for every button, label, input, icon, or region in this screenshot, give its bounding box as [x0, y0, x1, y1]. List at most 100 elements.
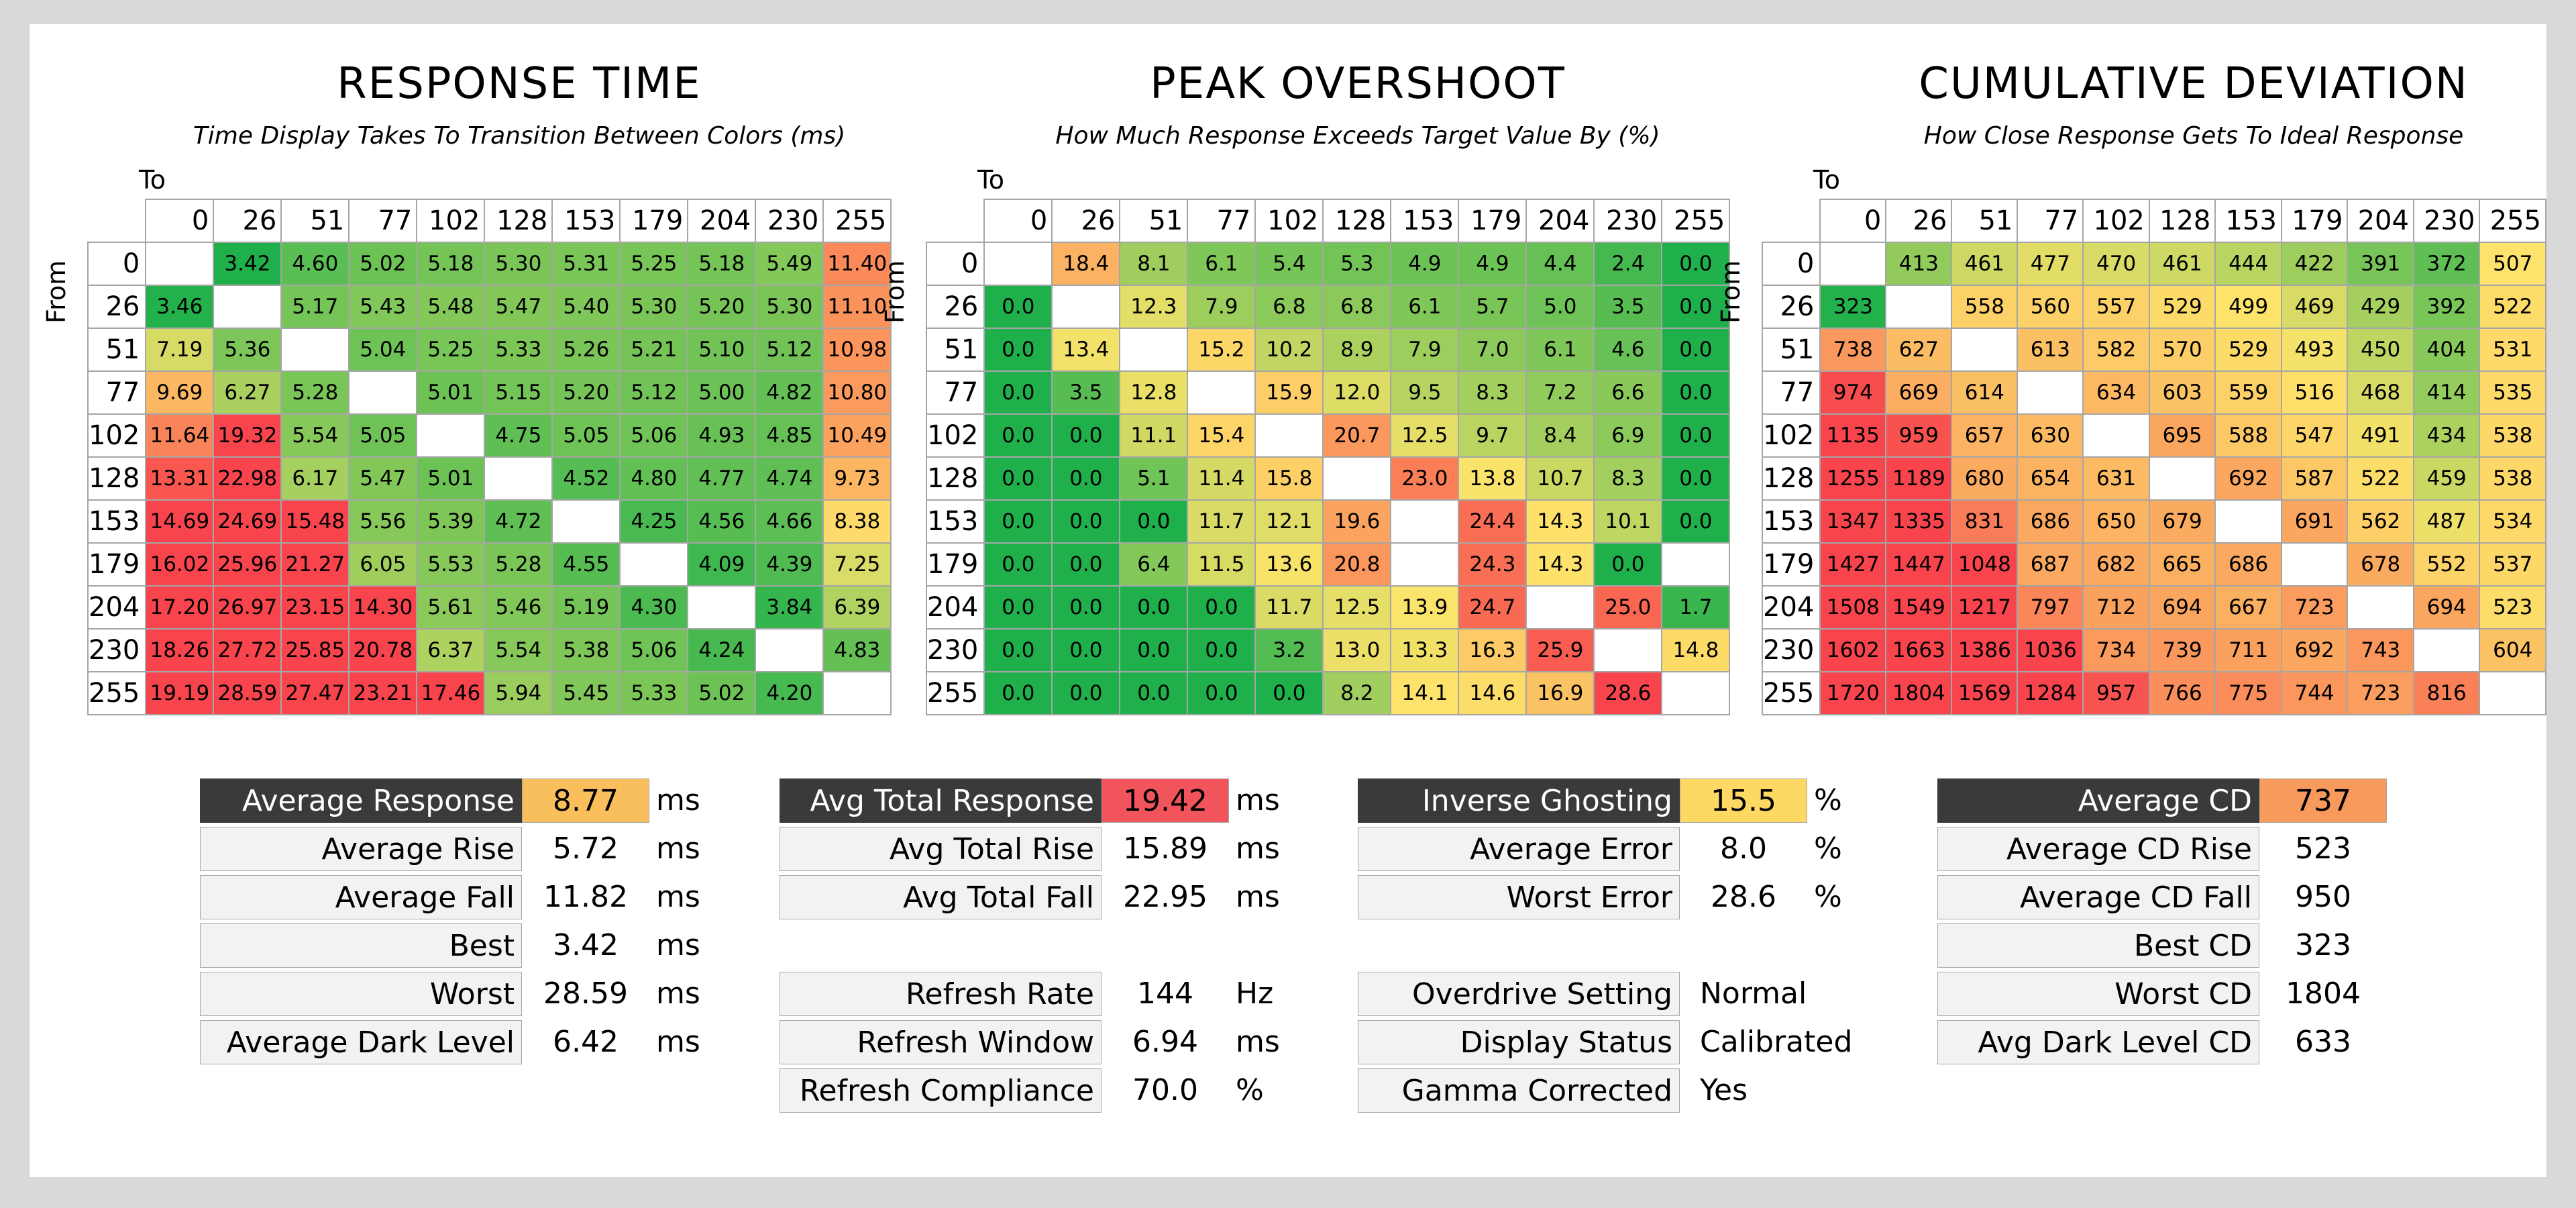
grid-cell: 634 — [2082, 370, 2150, 415]
grid-row: 255 1720 1804 1569 1284 957 766 775 744 723 816 — [1761, 671, 2546, 715]
grid-cell: 5.39 — [416, 499, 486, 544]
grid-cell: 682 — [2082, 542, 2150, 587]
grid-row: 230 0.0 0.0 0.0 0.0 3.2 13.0 13.3 16.3 25.9 14.8 — [925, 628, 1731, 672]
grid-row: 26 0.0 12.3 7.9 6.8 6.8 6.1 5.7 5.0 3.5 0.0 — [925, 285, 1731, 329]
grid-cell: 5.54 — [280, 413, 350, 458]
grid-cell: 4.60 — [280, 242, 350, 286]
grid-cell: 734 — [2082, 628, 2150, 672]
grid-cell: 1347 — [1819, 499, 1887, 544]
grid-cell: 13.9 — [1390, 585, 1460, 630]
grid-cell: 13.4 — [1051, 328, 1121, 372]
grid-cell: 4.09 — [687, 542, 757, 587]
grid-row: 179 16.02 25.96 21.27 6.05 5.53 5.28 4.55 4.09 4.… — [87, 542, 892, 587]
grid-cell: 6.4 — [1119, 542, 1189, 587]
grid-cell: 665 — [2148, 542, 2216, 587]
grid-row: 102 1135 959 657 630 695 588 547 491 434 538 — [1761, 413, 2546, 458]
grid-cell: 959 — [1885, 413, 1953, 458]
stat-row: Avg Total Fall 22.95 ms — [780, 875, 1283, 921]
row-header: 255 — [87, 671, 147, 715]
stat-label: Worst Error — [1358, 875, 1680, 919]
grid-cell: 691 — [2280, 499, 2349, 544]
stat-row: Average Error 8.0% — [1358, 827, 1861, 872]
row-header: 102 — [925, 413, 985, 458]
grid-cell: 0.0 — [983, 413, 1053, 458]
grid-cell: 4.4 — [1525, 242, 1595, 286]
grid-cell: 631 — [2082, 456, 2150, 501]
cumulative-deviation-subtitle: How Close Response Gets To Ideal Respons… — [1923, 122, 2464, 150]
column-header: 179 — [619, 199, 689, 243]
grid-cell: 0.0 — [1051, 585, 1121, 630]
grid-cell: 687 — [2017, 542, 2084, 587]
grid-cell: 459 — [2412, 456, 2481, 501]
grid-cell: 669 — [1885, 370, 1953, 415]
grid-cell: 507 — [2479, 242, 2546, 286]
stat-value: 323 — [2295, 928, 2351, 962]
grid-row: 77 9.69 6.27 5.28 5.01 5.15 5.20 5.12 5.00 4.82 10… — [87, 370, 892, 415]
grid-cell: 1663 — [1885, 628, 1953, 672]
stat-value: 950 — [2295, 880, 2351, 914]
grid-cell: 499 — [2214, 285, 2282, 329]
grid-cell: 0.0 — [1661, 242, 1731, 286]
grid-cell: 1284 — [2017, 671, 2084, 715]
grid-cell: 522 — [2347, 456, 2414, 501]
grid-cell — [2412, 628, 2481, 672]
grid-cell: 24.69 — [213, 499, 282, 544]
grid-cell: 534 — [2479, 499, 2546, 544]
grid-cell: 12.3 — [1119, 285, 1189, 329]
grid-cell — [1322, 456, 1392, 501]
grid-cell: 686 — [2214, 542, 2282, 587]
grid-cell: 5.21 — [619, 328, 689, 372]
grid-cell — [2148, 456, 2216, 501]
grid-cell — [145, 242, 215, 286]
grid-cell: 14.69 — [145, 499, 215, 544]
grid-cell: 712 — [2082, 585, 2150, 630]
grid-cell: 13.8 — [1458, 456, 1527, 501]
grid-cell: 5.04 — [348, 328, 418, 372]
grid-cell: 0.0 — [1661, 370, 1731, 415]
grid-cell: 17.20 — [145, 585, 215, 630]
grid-cell — [1885, 285, 1953, 329]
grid-cell: 8.38 — [822, 499, 892, 544]
stat-row: Average Dark Level 6.42 ms — [200, 1020, 703, 1066]
grid-cell: 5.7 — [1458, 285, 1527, 329]
grid-row: 0 3.42 4.60 5.02 5.18 5.30 5.31 5.25 5.18 5.49 11.… — [87, 242, 892, 286]
stat-row: Worst 28.59 ms — [200, 972, 703, 1017]
grid-row: 255 0.0 0.0 0.0 0.0 0.0 8.2 14.1 14.6 16.9 28.6 — [925, 671, 1731, 715]
grid-cell: 16.3 — [1458, 628, 1527, 672]
grid-cell: 0.0 — [1051, 671, 1121, 715]
grid-cell: 7.25 — [822, 542, 892, 587]
grid-cell: 7.2 — [1525, 370, 1595, 415]
stat-label: Average CD — [1937, 778, 2259, 823]
grid-cell: 5.30 — [484, 242, 553, 286]
stat-label: Best CD — [1937, 923, 2259, 968]
grid-cell: 5.17 — [280, 285, 350, 329]
grid-row: 204 0.0 0.0 0.0 0.0 11.7 12.5 13.9 24.7 25.0 1.7 — [925, 585, 1731, 630]
grid-cell: 18.4 — [1051, 242, 1121, 286]
column-header: 230 — [1593, 199, 1663, 243]
grid-cell: 797 — [2017, 585, 2084, 630]
stat-value: 15.89 — [1123, 832, 1208, 866]
grid-cell: 19.19 — [145, 671, 215, 715]
response-time-subtitle: Time Display Takes To Transition Between… — [193, 122, 846, 150]
stat-value: 15.5 — [1680, 778, 1807, 823]
grid-cell — [983, 242, 1053, 286]
grid-cell: 6.1 — [1390, 285, 1460, 329]
stat-value: 70.0 — [1132, 1073, 1198, 1107]
grid-row: 102 0.0 0.0 11.1 15.4 20.7 12.5 9.7 8.4 6.9 0.0 — [925, 413, 1731, 458]
grid-row: 204 1508 1549 1217 797 712 694 667 723 694 523 — [1761, 585, 2546, 630]
stat-row: Worst Error 28.6% — [1358, 875, 1861, 921]
grid-cell: 491 — [2347, 413, 2414, 458]
row-header: 179 — [87, 542, 147, 587]
grid-cell: 23.0 — [1390, 456, 1460, 501]
grid-cell — [2082, 413, 2150, 458]
column-header: 51 — [280, 199, 350, 243]
grid-cell: 0.0 — [983, 328, 1053, 372]
stat-label: Refresh Compliance — [780, 1068, 1102, 1113]
grid-cell — [2214, 499, 2282, 544]
grid-cell: 7.9 — [1390, 328, 1460, 372]
grid-row: 230 1602 1663 1386 1036 734 739 711 692 743 604 — [1761, 628, 2546, 672]
grid-cell: 535 — [2479, 370, 2546, 415]
grid-cell — [2017, 370, 2084, 415]
grid-cell: 12.5 — [1322, 585, 1392, 630]
cumulative-deviation-from-label: From — [1716, 260, 1746, 323]
